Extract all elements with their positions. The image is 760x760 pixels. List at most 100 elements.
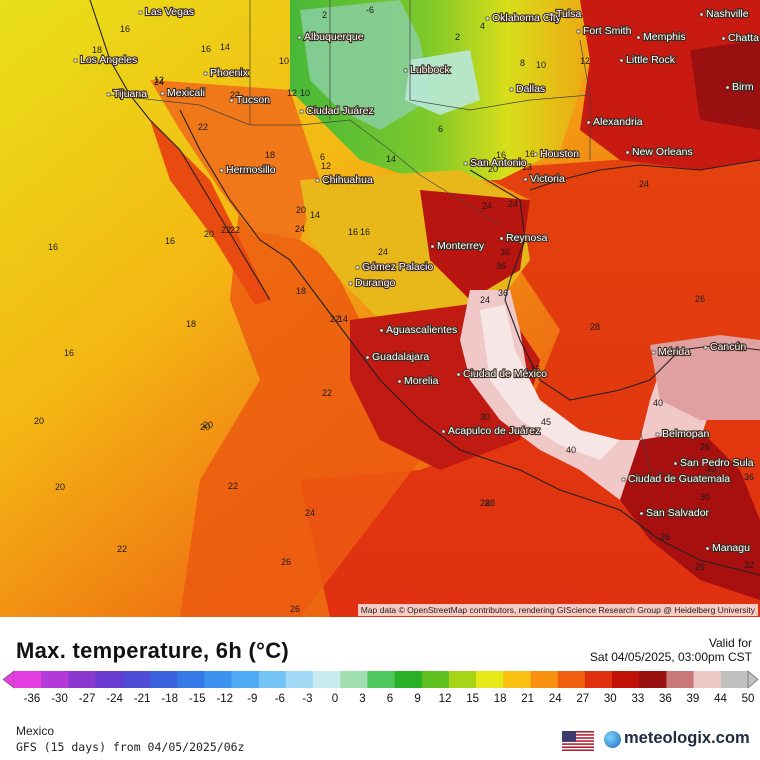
scale-tick-label: 21: [521, 693, 534, 705]
brand-logo-text[interactable]: meteologix.com: [624, 729, 750, 747]
city-label: Monterrey: [437, 240, 485, 252]
contour-label: 13: [522, 162, 532, 172]
contour-label: 30: [480, 412, 490, 422]
contour-label: 26: [695, 562, 705, 572]
contour-label: 40: [566, 445, 576, 455]
cold-mountain-field: [300, 0, 430, 130]
city-marker: [229, 98, 234, 103]
city-marker: [379, 328, 384, 333]
city-marker: [106, 92, 111, 97]
scale-tick-label: 33: [631, 693, 644, 705]
scale-swatch: [367, 671, 396, 688]
scale-swatch: [204, 671, 232, 688]
city-marker: [403, 68, 408, 73]
contour-label: 2: [322, 10, 327, 20]
scale-swatch: [313, 671, 341, 688]
city-label: Belmopan: [662, 428, 709, 440]
contour-label: 14: [310, 210, 320, 220]
contour-label: 16: [165, 236, 175, 246]
us-flag-icon[interactable]: [562, 731, 594, 751]
contour-label: 36: [500, 247, 510, 257]
sonora-field: [150, 80, 320, 240]
city-label: Lubbock: [410, 64, 450, 76]
scale-swatch: [693, 671, 722, 688]
contour-label: 16: [64, 348, 74, 358]
contour-label: 20: [55, 482, 65, 492]
contour-label: 14: [338, 314, 348, 324]
city-marker: [523, 177, 528, 182]
scale-tick-label: 18: [494, 693, 507, 705]
contour-label: 24: [305, 508, 315, 518]
lubbock-cool-field: [405, 50, 480, 115]
city-marker: [533, 152, 538, 157]
map-attribution[interactable]: Map data © OpenStreetMap contributors, r…: [357, 604, 758, 616]
scale-tick-label: 27: [576, 693, 589, 705]
city-marker: [621, 477, 626, 482]
scale-swatch: [95, 671, 124, 688]
scale-tick-label: -36: [24, 693, 41, 705]
city-label: Durango: [355, 277, 395, 289]
city-label: Las Vegas: [145, 6, 194, 18]
scale-tick-label: 50: [742, 693, 755, 705]
city-label: Reynosa: [506, 232, 548, 244]
contour-label: 24: [154, 77, 164, 87]
city-label: Gómez Palacio: [362, 261, 433, 273]
scale-tick-label: -24: [106, 693, 123, 705]
contour-label: 36: [744, 472, 754, 482]
city-label: Aguascalientes: [386, 324, 457, 336]
city-marker: [355, 265, 360, 270]
contour-label: 10: [536, 60, 546, 70]
scale-tick-label: 15: [466, 693, 479, 705]
scale-swatch: [394, 671, 423, 688]
scale-swatch: [584, 671, 613, 688]
city-marker: [463, 161, 468, 166]
contour-label: 28: [485, 498, 495, 508]
contour-label: 16: [525, 149, 535, 159]
city-label: San Salvador: [646, 507, 710, 519]
weather-map[interactable]: 16 18 16 14 10 2 -6 2 4 6 8 10 12 24 22 22 12 10 14 16 18 20 2…: [0, 0, 760, 617]
city-label: Oklahoma City: [492, 12, 562, 24]
contour-label: 16: [48, 242, 58, 252]
scale-swatch: [340, 671, 368, 688]
model-info: GFS (15 days) from 04/05/2025/06z: [16, 740, 245, 754]
contour-label: 16: [201, 44, 211, 54]
city-label: Guadalajara: [372, 351, 429, 363]
east-us-hot-field: [580, 0, 760, 170]
city-label: Houston: [540, 148, 579, 160]
city-label: Tucson: [236, 94, 270, 106]
city-marker: [673, 461, 678, 466]
city-label: San Pedro Sula: [680, 457, 754, 469]
valid-label: Valid for: [708, 636, 752, 650]
contour-label: 22: [330, 314, 340, 324]
scale-swatch: [666, 671, 695, 688]
contour-label: 14: [220, 42, 230, 52]
scale-tick-label: -30: [51, 693, 68, 705]
contour-label: 26: [695, 294, 705, 304]
scale-tick-label: -3: [302, 693, 312, 705]
city-marker: [203, 71, 208, 76]
city-marker: [456, 372, 461, 377]
contour-label: 22: [228, 481, 238, 491]
scale-tick-label: 39: [687, 693, 700, 705]
city-label: Hermosillo: [226, 164, 276, 176]
contour-label: 24: [639, 179, 649, 189]
city-marker: [699, 12, 704, 17]
scale-swatch: [421, 671, 450, 688]
contour-label: 12: [580, 56, 590, 66]
contour-label: 32: [744, 560, 754, 570]
contour-label: 40: [653, 398, 663, 408]
city-label: Memphis: [643, 31, 686, 43]
scale-swatch: [41, 671, 69, 688]
contour-label: 18: [186, 319, 196, 329]
coastlines: [89, 0, 760, 576]
contour-label: 12: [154, 75, 164, 85]
scale-tick-label: 6: [387, 693, 393, 705]
meteologix-globe-icon: [604, 731, 621, 748]
scale-swatch: [68, 671, 97, 688]
contour-label: 18: [92, 45, 102, 55]
scale-left-arrow: [2, 670, 15, 689]
contour-label: 36: [496, 261, 506, 271]
city-marker: [703, 345, 708, 350]
borders: [109, 0, 721, 481]
city-label: Victoria: [530, 173, 565, 185]
